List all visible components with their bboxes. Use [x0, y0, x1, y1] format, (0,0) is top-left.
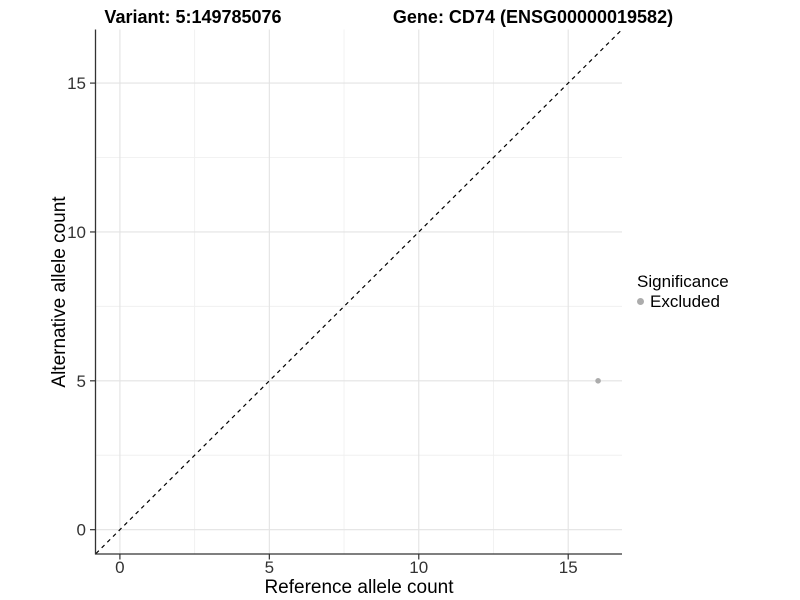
data-point — [595, 378, 601, 384]
x-tick-label: 5 — [265, 558, 274, 577]
legend-title: Significance — [637, 272, 729, 291]
y-tick-label: 10 — [67, 223, 86, 242]
x-tick-label: 0 — [115, 558, 124, 577]
legend-entry-label: Excluded — [650, 292, 720, 311]
x-tick-label: 15 — [559, 558, 578, 577]
x-axis-title: Reference allele count — [264, 577, 454, 598]
y-tick-label: 5 — [77, 372, 86, 391]
plot-title-gene: Gene: CD74 (ENSG00000019582) — [392, 7, 674, 27]
y-axis-title: Alternative allele count — [49, 196, 70, 388]
x-tick-label: 10 — [409, 558, 428, 577]
plot-title-variant: Variant: 5:149785076 — [104, 7, 282, 27]
legend-entry-excluded: Excluded — [637, 292, 729, 311]
legend: Significance Excluded — [637, 272, 729, 311]
identity-line — [95, 29, 623, 554]
y-tick-label: 15 — [67, 74, 86, 93]
legend-point-icon — [637, 298, 644, 305]
y-tick-label: 0 — [77, 521, 86, 540]
